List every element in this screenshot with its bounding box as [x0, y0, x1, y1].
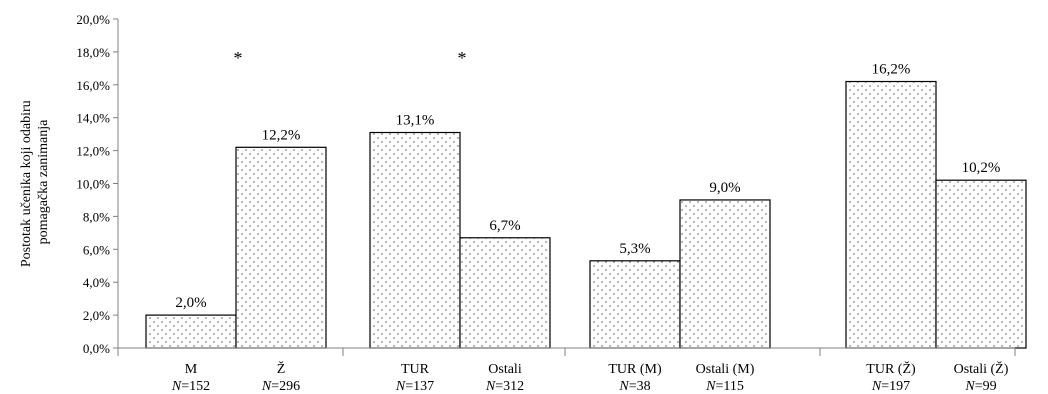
data-label: 12,2% — [262, 127, 301, 143]
data-labels: 2,0% 12,2% * 13,1% 6,7% * 5,3% 9,0% 16,2% 10,2% — [175, 48, 1000, 311]
y-axis-title: Postotak učenika koji odabiru pomagačka … — [19, 97, 51, 267]
n-symbol: N — [261, 379, 272, 394]
n-value: =115 — [715, 379, 743, 394]
n-value: =312 — [495, 379, 524, 394]
y-tick-label: 8,0% — [83, 209, 110, 224]
bar — [459, 237, 551, 349]
x-sample-size-label: N=38 — [618, 379, 650, 394]
x-category-label: Ž — [277, 360, 286, 377]
n-symbol: N — [964, 379, 975, 394]
data-label: 16,2% — [872, 62, 911, 78]
y-axis-title-line-1: Postotak učenika koji odabiru — [19, 100, 34, 267]
n-symbol: N — [618, 379, 629, 394]
bar — [235, 146, 327, 349]
data-label: 2,0% — [175, 295, 206, 311]
n-symbol: N — [395, 379, 406, 394]
x-sample-size-label: N=296 — [261, 379, 300, 394]
x-sample-size-label: N=99 — [964, 379, 996, 394]
n-value: =137 — [405, 379, 434, 394]
x-category-label: Ostali — [488, 362, 522, 377]
x-sample-size-label: N=312 — [485, 379, 524, 394]
x-category-label: Ostali (Ž) — [954, 360, 1009, 377]
y-tick-label: 14,0% — [76, 111, 110, 126]
bars — [145, 80, 1027, 349]
n-symbol: N — [485, 379, 496, 394]
y-tick-label: 6,0% — [83, 242, 110, 257]
x-sample-size-label: N=115 — [705, 379, 744, 394]
y-tick-label: 20,0% — [76, 12, 110, 27]
bar — [845, 80, 937, 349]
axes — [117, 19, 1016, 356]
n-value: =296 — [271, 379, 300, 394]
y-tick-label: 12,0% — [76, 144, 110, 159]
data-label: 10,2% — [962, 160, 1001, 176]
y-tick-label: 4,0% — [83, 275, 110, 290]
x-category-label: TUR (Ž) — [866, 360, 916, 377]
y-axis-ticks: 0,0% 2,0% 4,0% 6,0% 8,0% 10,0% 12,0% 14,0% 16,0%… — [76, 12, 118, 356]
n-symbol: N — [171, 379, 182, 394]
data-label: 13,1% — [396, 113, 435, 129]
x-sample-size-label: N=152 — [171, 379, 210, 394]
y-tick-label: 2,0% — [83, 308, 110, 323]
n-symbol: N — [705, 379, 716, 394]
significance-marker: * — [234, 48, 243, 68]
x-category-label: TUR (M) — [608, 362, 662, 377]
x-category-label: M — [185, 362, 198, 377]
bar — [589, 260, 681, 349]
data-label: 6,7% — [489, 218, 520, 234]
n-value: =197 — [881, 379, 910, 394]
x-sample-size-label: N=137 — [395, 379, 434, 394]
n-symbol: N — [871, 379, 882, 394]
x-sample-size-label: N=197 — [871, 379, 910, 394]
bar — [679, 199, 771, 349]
y-tick-label: 10,0% — [76, 177, 110, 192]
bar — [145, 314, 237, 349]
data-label: 5,3% — [619, 241, 650, 257]
y-tick-label: 0,0% — [83, 341, 110, 356]
bar — [369, 131, 461, 349]
y-tick-label: 18,0% — [76, 45, 110, 60]
n-value: =152 — [181, 379, 210, 394]
x-category-label: TUR — [401, 362, 430, 377]
bar — [935, 179, 1027, 349]
x-category-label: Ostali (M) — [696, 362, 755, 377]
y-tick-label: 16,0% — [76, 78, 110, 93]
y-axis-title-line-2: pomagačka zanimanja — [36, 119, 51, 245]
data-label: 9,0% — [709, 180, 740, 196]
significance-marker: * — [458, 48, 467, 68]
n-value: =38 — [629, 379, 651, 394]
n-value: =99 — [975, 379, 997, 394]
